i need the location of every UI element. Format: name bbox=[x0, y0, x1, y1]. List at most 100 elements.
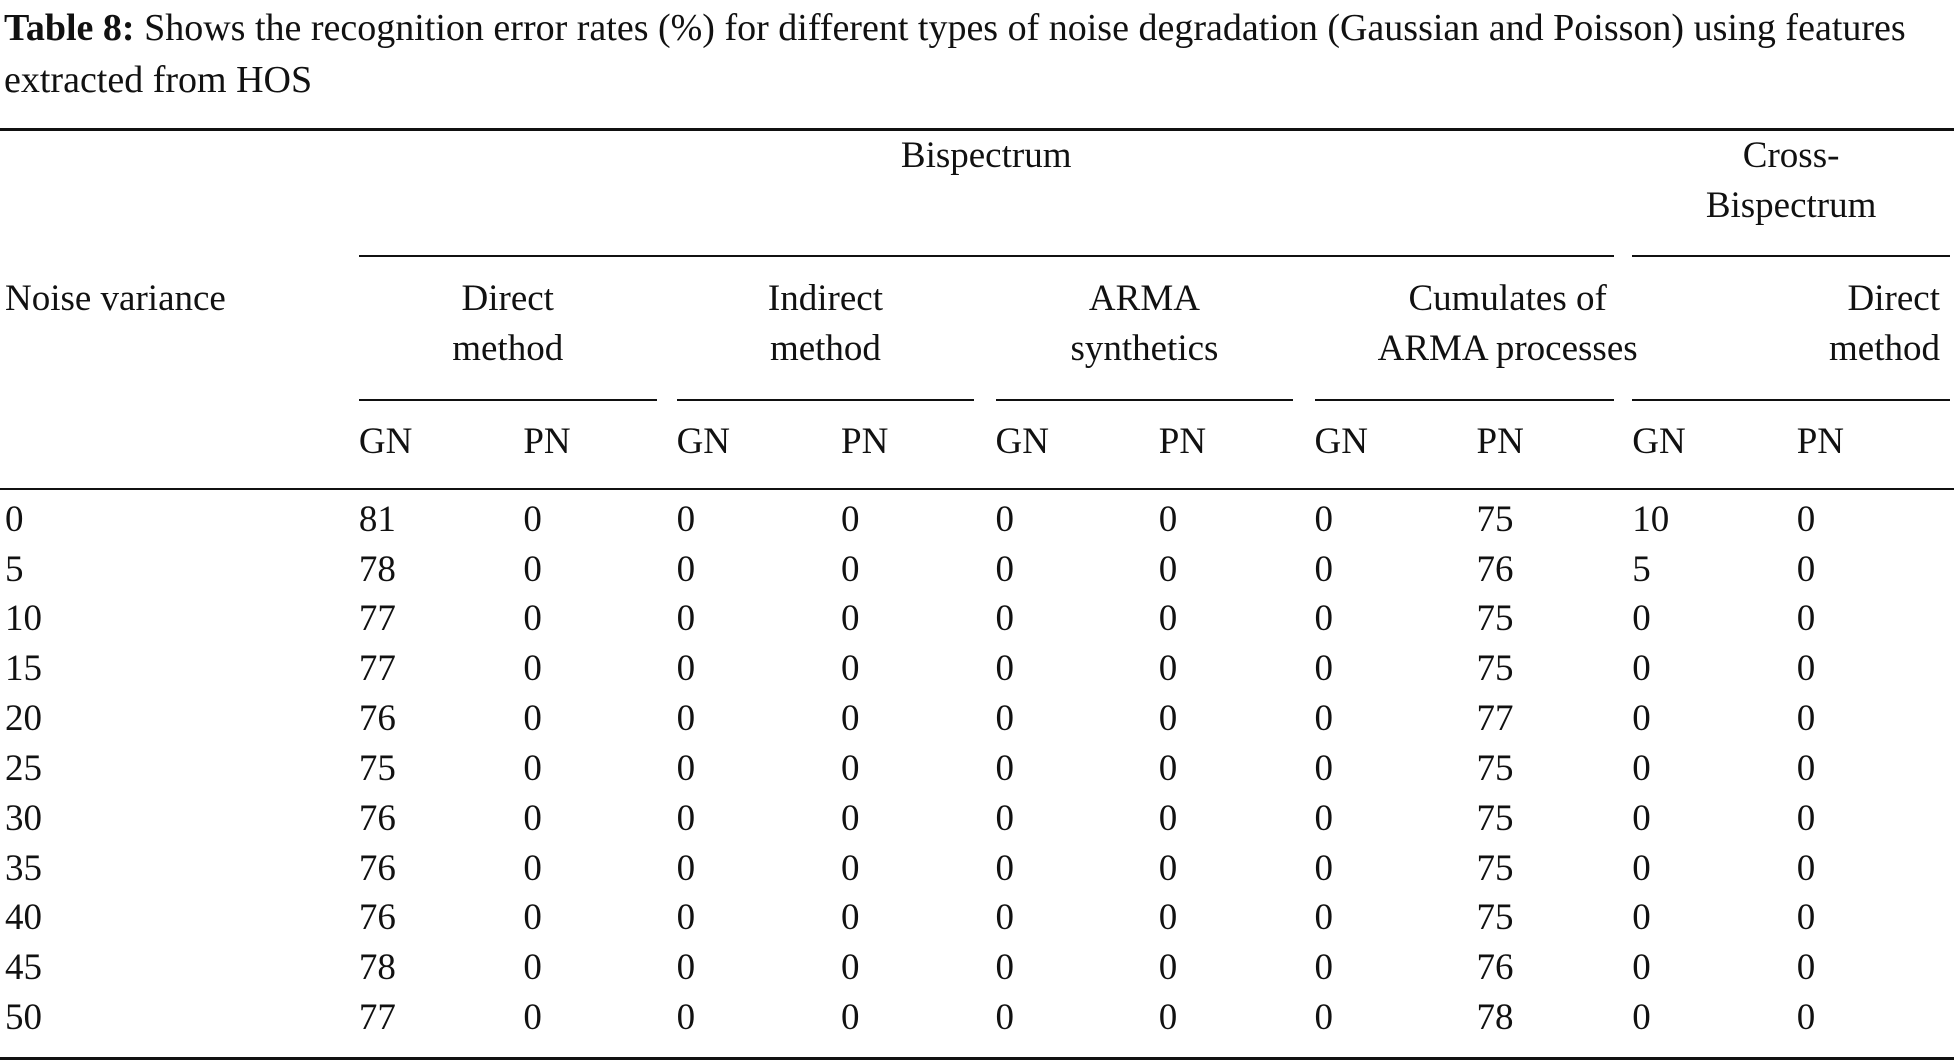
error-rate-cell: 0 bbox=[1314, 747, 1334, 789]
error-rate-cell: 0 bbox=[841, 897, 860, 939]
error-rate-cell: 0 bbox=[841, 598, 860, 640]
method-header: Direct method bbox=[1829, 278, 1940, 370]
error-rate-cell: 0 bbox=[995, 498, 1015, 540]
noise-variance-cell: 40 bbox=[4, 897, 42, 939]
error-rate-cell: 78 bbox=[358, 947, 396, 989]
subcolumn-header: GN bbox=[676, 421, 731, 463]
error-rate-cell: 0 bbox=[676, 698, 696, 740]
error-rate-cell: 0 bbox=[995, 548, 1015, 590]
error-rate-cell: 0 bbox=[1632, 598, 1651, 640]
error-rate-cell: 0 bbox=[995, 747, 1015, 789]
caption-text: Shows the recognition error rates (%) fo… bbox=[4, 7, 1906, 101]
error-rate-cell: 0 bbox=[1158, 847, 1178, 889]
error-rate-cell: 0 bbox=[676, 548, 696, 590]
subcolumn-header: PN bbox=[841, 421, 889, 463]
table-rule bbox=[0, 488, 1954, 491]
row-header: Noise variance bbox=[4, 278, 226, 320]
error-rate-cell: 0 bbox=[1158, 548, 1178, 590]
error-rate-cell: 0 bbox=[1314, 498, 1334, 540]
error-rate-cell: 0 bbox=[676, 897, 696, 939]
error-rate-cell: 0 bbox=[1632, 847, 1651, 889]
error-rate-cell: 0 bbox=[1796, 598, 1816, 640]
error-rate-cell: 0 bbox=[676, 648, 696, 690]
error-rate-cell: 75 bbox=[358, 747, 396, 789]
error-rate-cell: 0 bbox=[995, 648, 1015, 690]
error-rate-cell: 0 bbox=[676, 997, 696, 1039]
error-rate-cell: 0 bbox=[1158, 698, 1178, 740]
table-rule bbox=[0, 1056, 1954, 1060]
error-rate-cell: 0 bbox=[995, 997, 1015, 1039]
error-rate-cell: 0 bbox=[1158, 897, 1178, 939]
error-rate-cell: 0 bbox=[523, 797, 542, 839]
error-rate-cell: 0 bbox=[995, 847, 1015, 889]
subcolumn-header: PN bbox=[1796, 421, 1845, 463]
error-rate-cell: 76 bbox=[358, 797, 396, 839]
error-rate-cell: 0 bbox=[676, 598, 696, 640]
error-rate-cell: 76 bbox=[358, 897, 396, 939]
method-header: Direct method bbox=[452, 278, 564, 370]
error-rate-cell: 0 bbox=[523, 548, 542, 590]
subcolumn-header: GN bbox=[995, 421, 1049, 463]
error-rate-cell: 0 bbox=[523, 498, 542, 540]
noise-variance-cell: 0 bbox=[4, 498, 24, 540]
subcolumn-header: PN bbox=[523, 421, 571, 463]
error-rate-cell: 76 bbox=[358, 847, 396, 889]
error-rate-cell: 0 bbox=[1796, 997, 1816, 1039]
method-header: ARMA synthetics bbox=[1070, 278, 1219, 370]
noise-variance-cell: 15 bbox=[4, 648, 42, 690]
noise-variance-cell: 30 bbox=[4, 797, 42, 839]
error-rate-cell: 77 bbox=[1476, 698, 1514, 740]
error-rate-cell: 0 bbox=[841, 648, 860, 690]
error-rate-cell: 0 bbox=[523, 698, 542, 740]
error-rate-cell: 0 bbox=[995, 598, 1015, 640]
error-rate-cell: 0 bbox=[1632, 947, 1651, 989]
error-rate-cell: 0 bbox=[841, 548, 860, 590]
error-rate-cell: 0 bbox=[676, 847, 696, 889]
subcolumn-header: PN bbox=[1476, 421, 1524, 463]
error-rate-cell: 0 bbox=[1158, 598, 1178, 640]
error-rate-cell: 75 bbox=[1476, 847, 1514, 889]
error-rate-cell: 0 bbox=[995, 698, 1015, 740]
table-rule bbox=[358, 255, 1614, 258]
error-rate-cell: 0 bbox=[1796, 498, 1816, 540]
error-rate-cell: 0 bbox=[1796, 847, 1816, 889]
error-rate-cell: 10 bbox=[1632, 498, 1670, 540]
error-rate-cell: 77 bbox=[358, 997, 396, 1039]
noise-variance-cell: 5 bbox=[4, 548, 24, 590]
error-rate-cell: 0 bbox=[841, 947, 860, 989]
error-rate-cell: 0 bbox=[1632, 997, 1651, 1039]
noise-variance-cell: 25 bbox=[4, 747, 42, 789]
error-rate-cell: 0 bbox=[1796, 897, 1816, 939]
error-rate-cell: 0 bbox=[995, 897, 1015, 939]
error-rate-cell: 75 bbox=[1476, 897, 1514, 939]
error-rate-cell: 0 bbox=[523, 598, 542, 640]
error-rate-cell: 75 bbox=[1476, 648, 1514, 690]
error-rate-cell: 75 bbox=[1476, 747, 1514, 789]
error-rate-cell: 0 bbox=[676, 498, 696, 540]
error-rate-cell: 0 bbox=[1158, 797, 1178, 839]
error-rate-cell: 0 bbox=[1158, 997, 1178, 1039]
table-rule bbox=[676, 398, 975, 401]
error-rate-cell: 0 bbox=[841, 997, 860, 1039]
subcolumn-header: GN bbox=[358, 421, 413, 463]
table-rule bbox=[1314, 398, 1614, 401]
error-rate-cell: 78 bbox=[358, 548, 396, 590]
error-rate-cell: 0 bbox=[523, 648, 542, 690]
noise-variance-cell: 35 bbox=[4, 847, 42, 889]
error-rate-cell: 0 bbox=[1796, 947, 1816, 989]
error-rate-cell: 0 bbox=[1314, 648, 1334, 690]
group-header: Cross- Bispectrum bbox=[1705, 134, 1877, 226]
error-rate-cell: 0 bbox=[523, 947, 542, 989]
error-rate-cell: 0 bbox=[1796, 747, 1816, 789]
group-header: Bispectrum bbox=[900, 134, 1072, 176]
error-rate-cell: 0 bbox=[1314, 797, 1334, 839]
table-rule bbox=[0, 128, 1954, 132]
error-rate-cell: 76 bbox=[358, 698, 396, 740]
table-caption: Table 8: Shows the recognition error rat… bbox=[4, 2, 1954, 106]
error-rate-cell: 75 bbox=[1476, 598, 1514, 640]
error-rate-cell: 0 bbox=[841, 698, 860, 740]
error-rate-cell: 0 bbox=[523, 747, 542, 789]
error-rate-cell: 0 bbox=[1796, 548, 1816, 590]
error-rate-cell: 0 bbox=[523, 897, 542, 939]
noise-variance-cell: 20 bbox=[4, 698, 42, 740]
